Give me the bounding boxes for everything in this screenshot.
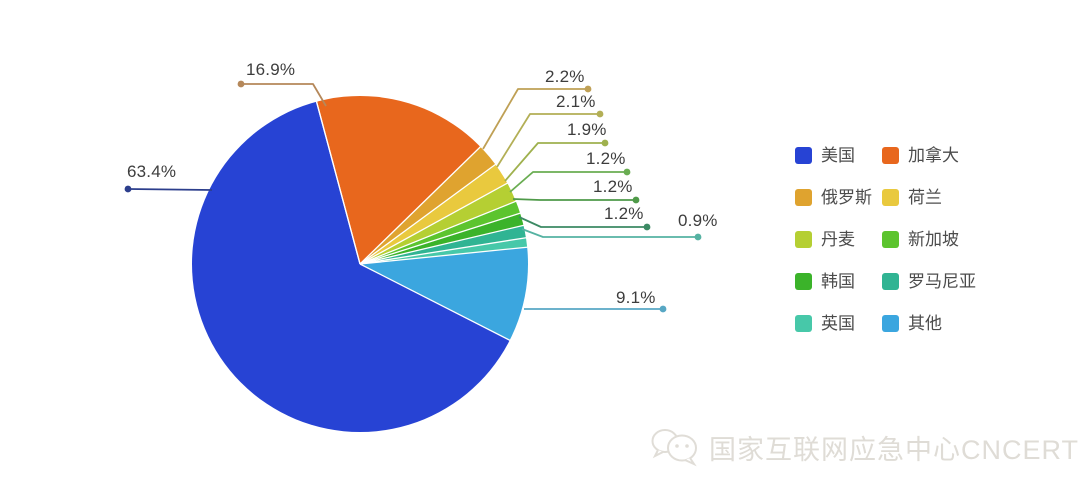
slice-label-romania: 1.2%: [604, 204, 644, 223]
legend-label-canada: 加拿大: [908, 146, 959, 165]
slice-label-other: 9.1%: [616, 288, 656, 307]
legend-label-other: 其他: [908, 314, 942, 333]
slice-label-denmark: 1.9%: [567, 120, 607, 139]
legend-label-usa: 美国: [821, 146, 855, 165]
legend-swatch-korea: [795, 273, 812, 290]
legend-label-romania: 罗马尼亚: [908, 272, 976, 291]
legend-item-uk: 英国: [795, 315, 882, 332]
legend-swatch-other: [882, 315, 899, 332]
legend-item-korea: 韩国: [795, 273, 882, 290]
legend-label-singapore: 新加坡: [908, 230, 959, 249]
legend-swatch-romania: [882, 273, 899, 290]
legend-swatch-usa: [795, 147, 812, 164]
legend: 美国 加拿大 俄罗斯 荷兰 丹麦 新加坡 韩国 罗马尼亚: [795, 147, 976, 332]
slice-label-uk: 0.9%: [678, 211, 718, 230]
legend-item-romania: 罗马尼亚: [882, 273, 976, 290]
slice-label-canada: 16.9%: [246, 60, 296, 79]
legend-label-uk: 英国: [821, 314, 855, 333]
legend-item-russia: 俄罗斯: [795, 189, 882, 206]
legend-swatch-netherlands: [882, 189, 899, 206]
legend-label-korea: 韩国: [821, 272, 855, 291]
legend-swatch-russia: [795, 189, 812, 206]
legend-swatch-uk: [795, 315, 812, 332]
slice-label-singapore: 1.2%: [586, 149, 626, 168]
legend-item-singapore: 新加坡: [882, 231, 976, 248]
watermark: 国家互联网应急中心CNCERT: [650, 426, 1079, 468]
slice-label-usa: 63.4%: [127, 162, 177, 181]
watermark-text: 国家互联网应急中心CNCERT: [709, 434, 1080, 465]
legend-label-denmark: 丹麦: [821, 230, 855, 249]
legend-label-netherlands: 荷兰: [908, 188, 942, 207]
pie-chart: [192, 96, 528, 432]
slice-label-netherlands: 2.1%: [556, 92, 596, 111]
legend-item-denmark: 丹麦: [795, 231, 882, 248]
legend-item-usa: 美国: [795, 147, 882, 164]
legend-item-canada: 加拿大: [882, 147, 976, 164]
legend-item-netherlands: 荷兰: [882, 189, 976, 206]
wechat-icon: [651, 429, 697, 467]
slice-label-russia: 2.2%: [545, 67, 585, 86]
legend-swatch-singapore: [882, 231, 899, 248]
legend-label-russia: 俄罗斯: [821, 188, 872, 207]
legend-swatch-denmark: [795, 231, 812, 248]
legend-item-other: 其他: [882, 315, 976, 332]
slice-label-korea: 1.2%: [593, 177, 633, 196]
legend-swatch-canada: [882, 147, 899, 164]
